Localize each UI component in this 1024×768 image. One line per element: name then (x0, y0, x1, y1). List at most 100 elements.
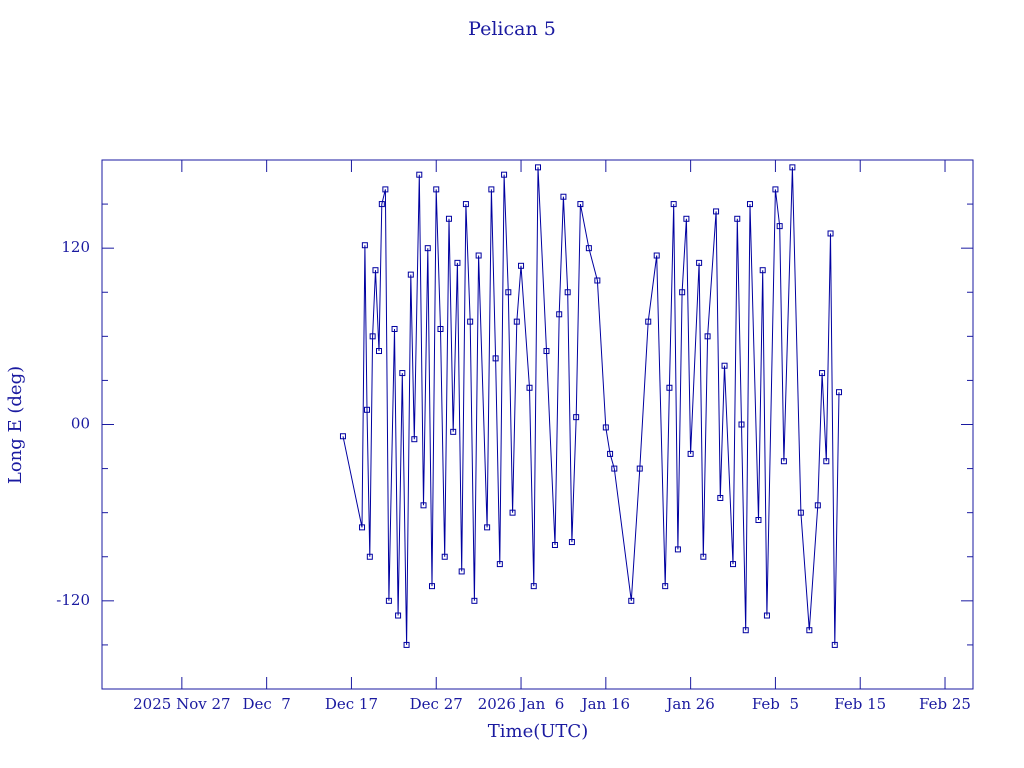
point-marker (772, 186, 779, 193)
y-tick-label: 120 (61, 238, 90, 256)
point-marker (568, 539, 575, 546)
point-marker (399, 370, 406, 377)
point-marker (717, 494, 724, 501)
point-marker (687, 450, 694, 457)
point-marker (819, 370, 826, 377)
point-marker (372, 267, 379, 274)
point-marker (814, 502, 821, 509)
point-marker (420, 502, 427, 509)
chart-title: Pelican 5 (468, 18, 556, 40)
y-tick-label: -120 (56, 591, 90, 609)
point-marker (424, 245, 431, 252)
point-marker (450, 428, 457, 435)
point-marker (433, 186, 440, 193)
point-marker (831, 641, 838, 648)
point-marker (496, 561, 503, 568)
point-marker (530, 583, 537, 590)
point-marker (806, 627, 813, 634)
point-marker (730, 561, 737, 568)
point-marker (836, 389, 843, 396)
x-tick-label: Dec 17 (325, 695, 378, 713)
point-marker (471, 597, 478, 604)
point-marker (636, 465, 643, 472)
point-marker (628, 597, 635, 604)
x-tick-label: Dec 27 (410, 695, 463, 713)
point-marker (445, 215, 452, 222)
point-marker (376, 348, 383, 355)
x-tick-label: Dec 7 (242, 695, 290, 713)
point-marker (411, 436, 418, 443)
series-line (342, 167, 840, 645)
point-marker (759, 267, 766, 274)
point-marker (513, 318, 520, 325)
point-marker (674, 546, 681, 553)
point-marker (369, 333, 376, 340)
y-tick-label: 00 (71, 415, 90, 433)
point-marker (780, 458, 787, 465)
point-marker (361, 242, 368, 249)
point-marker (573, 414, 580, 421)
point-marker (366, 553, 373, 560)
point-marker (359, 524, 366, 531)
point-marker (395, 612, 402, 619)
point-marker (428, 583, 435, 590)
point-marker (551, 541, 558, 548)
point-marker (403, 641, 410, 648)
point-marker (501, 171, 508, 178)
point-marker (734, 215, 741, 222)
point-marker (378, 201, 385, 208)
point-marker (534, 164, 541, 171)
x-axis-label: Time(UTC) (488, 721, 588, 742)
y-axis-label: Long E (deg) (5, 366, 26, 484)
point-marker (789, 164, 796, 171)
point-marker (602, 424, 609, 431)
point-marker (666, 384, 673, 391)
point-marker (484, 524, 491, 531)
point-marker (713, 208, 720, 215)
point-marker (755, 517, 762, 524)
point-marker (696, 259, 703, 266)
point-marker (823, 458, 830, 465)
point-marker (746, 201, 753, 208)
point-marker (738, 421, 745, 428)
point-marker (437, 325, 444, 332)
point-marker (797, 509, 804, 516)
point-marker (611, 465, 618, 472)
point-marker (670, 201, 677, 208)
point-marker (645, 318, 652, 325)
point-marker (763, 612, 770, 619)
point-marker (704, 333, 711, 340)
point-marker (509, 509, 516, 516)
point-marker (564, 289, 571, 296)
point-marker (382, 186, 389, 193)
point-marker (700, 553, 707, 560)
point-marker (505, 289, 512, 296)
point-marker (585, 245, 592, 252)
point-marker (683, 215, 690, 222)
point-marker (339, 433, 346, 440)
point-marker (742, 627, 749, 634)
point-marker (441, 553, 448, 560)
point-marker (488, 186, 495, 193)
point-marker (577, 201, 584, 208)
point-marker (827, 230, 834, 237)
point-marker (467, 318, 474, 325)
point-marker (776, 223, 783, 230)
point-marker (454, 259, 461, 266)
point-marker (518, 262, 525, 269)
point-marker (543, 348, 550, 355)
point-marker (416, 171, 423, 178)
point-marker (679, 289, 686, 296)
x-tick-label: Jan 26 (664, 695, 714, 713)
x-tick-label: Feb 15 (834, 695, 886, 713)
point-marker (594, 277, 601, 284)
point-marker (492, 355, 499, 362)
point-marker (407, 271, 414, 278)
point-marker (462, 201, 469, 208)
point-marker (526, 384, 533, 391)
point-marker (458, 568, 465, 575)
point-marker (653, 252, 660, 259)
x-tick-label: 2026 Jan 6 (478, 695, 565, 713)
point-marker (385, 597, 392, 604)
point-marker (607, 450, 614, 457)
